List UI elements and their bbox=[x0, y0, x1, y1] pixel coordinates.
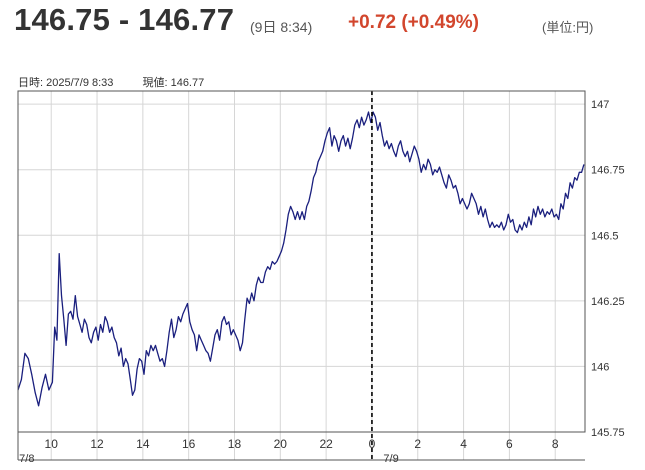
x-tick-label: 0 bbox=[369, 437, 376, 451]
unit-label: (単位:円) bbox=[542, 20, 594, 35]
x-axis-ticks: 10 12 14 16 18 20 22 0 2 4 6 8 7/8 7/9 bbox=[19, 437, 559, 465]
y-axis-ticks: 147 146.75 146.5 146.25 146 145.75 bbox=[591, 99, 625, 439]
chart-info-row: 日時: 2025/7/9 8:33 現値: 146.77 bbox=[18, 74, 204, 90]
x-tick-label: 14 bbox=[136, 437, 150, 451]
x-tick-label: 10 bbox=[45, 437, 59, 451]
y-tick-label: 145.75 bbox=[591, 427, 625, 439]
x-tick-label: 8 bbox=[552, 437, 559, 451]
y-tick-label: 146.25 bbox=[591, 296, 625, 308]
x-date-label: 7/8 bbox=[19, 453, 34, 465]
x-tick-label: 22 bbox=[319, 437, 333, 451]
x-tick-label: 16 bbox=[182, 437, 196, 451]
x-tick-label: 20 bbox=[274, 437, 288, 451]
x-date-label: 7/9 bbox=[383, 453, 398, 465]
x-tick-label: 18 bbox=[228, 437, 242, 451]
plot-border bbox=[17, 90, 586, 433]
price-range: 146.75 - 146.77 bbox=[14, 2, 235, 37]
plot-background bbox=[18, 91, 585, 432]
chart-current-value: 現値: 146.77 bbox=[142, 77, 205, 89]
price-change: +0.72 (+0.49%) bbox=[348, 12, 479, 33]
y-tick-label: 146 bbox=[591, 361, 609, 373]
y-tick-label: 147 bbox=[591, 99, 609, 111]
y-tick-label: 146.5 bbox=[591, 230, 619, 242]
chart-frame bbox=[17, 90, 586, 461]
quote-header: 146.75 - 146.77 (9日 8:34) +0.72 (+0.49%)… bbox=[0, 0, 645, 48]
chart-datetime: 日時: 2025/7/9 8:33 bbox=[18, 77, 114, 89]
y-tick-label: 146.75 bbox=[591, 165, 625, 177]
price-series-line bbox=[17, 111, 585, 407]
x-tick-label: 6 bbox=[506, 437, 513, 451]
chart-series-layer bbox=[17, 111, 585, 407]
quote-timestamp: (9日 8:34) bbox=[250, 19, 313, 35]
chart-grid bbox=[18, 91, 585, 460]
x-tick-label: 4 bbox=[460, 437, 467, 451]
x-tick-label: 12 bbox=[90, 437, 104, 451]
x-tick-label: 2 bbox=[414, 437, 421, 451]
